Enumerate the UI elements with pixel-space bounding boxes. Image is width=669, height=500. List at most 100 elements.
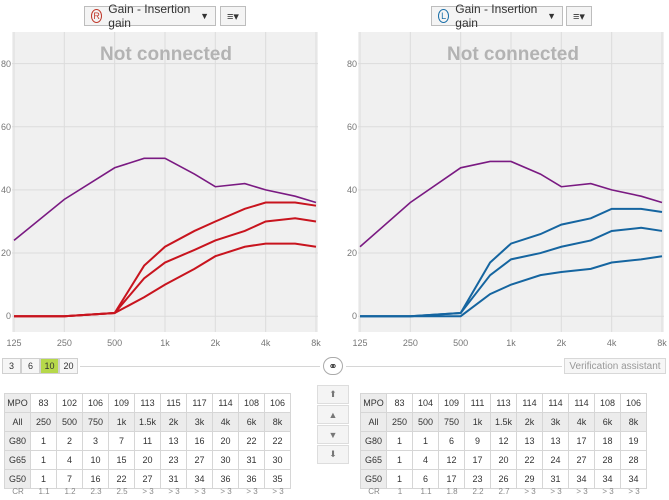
freq-header[interactable]: 3k [186, 412, 213, 432]
table-cell[interactable]: 34 [620, 469, 647, 489]
table-cell[interactable]: 1 [386, 450, 413, 470]
table-cell[interactable]: 16 [186, 431, 213, 451]
freq-header[interactable]: 2k [160, 412, 187, 432]
table-cell[interactable]: 18 [594, 431, 621, 451]
freq-header[interactable]: 1k [464, 412, 491, 432]
table-cell[interactable]: 113 [134, 393, 161, 413]
row-label[interactable]: All [4, 412, 31, 432]
table-cell[interactable]: 13 [160, 431, 187, 451]
table-cell[interactable]: 30 [212, 450, 239, 470]
freq-header[interactable]: 750 [82, 412, 109, 432]
table-cell[interactable]: 23 [160, 450, 187, 470]
table-cell[interactable]: 34 [186, 469, 213, 489]
band-option[interactable]: 6 [21, 358, 40, 374]
freq-header[interactable]: 2k [516, 412, 543, 432]
table-cell[interactable]: 117 [186, 393, 213, 413]
table-cell[interactable]: 1 [30, 450, 57, 470]
table-cell[interactable]: 20 [490, 450, 517, 470]
table-cell[interactable]: 102 [56, 393, 83, 413]
table-cell[interactable]: 7 [56, 469, 83, 489]
table-cell[interactable]: 22 [108, 469, 135, 489]
freq-header[interactable]: 500 [56, 412, 83, 432]
table-cell[interactable]: 1 [386, 431, 413, 451]
freq-header[interactable]: 250 [386, 412, 413, 432]
table-cell[interactable]: 109 [108, 393, 135, 413]
table-cell[interactable]: 106 [264, 393, 291, 413]
arrow-up-max-icon[interactable]: ⬆ [317, 385, 349, 404]
freq-header[interactable]: 1.5k [490, 412, 517, 432]
table-cell[interactable]: 114 [212, 393, 239, 413]
freq-header[interactable]: 1.5k [134, 412, 161, 432]
freq-header[interactable]: 250 [30, 412, 57, 432]
table-cell[interactable]: 36 [238, 469, 265, 489]
row-label[interactable]: G50 [360, 469, 387, 489]
link-icon[interactable]: ⚭ [323, 357, 343, 375]
table-cell[interactable]: 28 [594, 450, 621, 470]
table-cell[interactable]: 35 [264, 469, 291, 489]
table-cell[interactable]: 1 [412, 431, 439, 451]
table-cell[interactable]: 114 [516, 393, 543, 413]
table-cell[interactable]: 83 [386, 393, 413, 413]
table-cell[interactable]: 111 [464, 393, 491, 413]
arrow-up-icon[interactable]: ▲ [317, 405, 349, 424]
freq-header[interactable]: 8k [620, 412, 647, 432]
freq-header[interactable]: 1k [108, 412, 135, 432]
freq-header[interactable]: 6k [238, 412, 265, 432]
table-cell[interactable]: 108 [594, 393, 621, 413]
table-cell[interactable]: 104 [412, 393, 439, 413]
table-cell[interactable]: 114 [568, 393, 595, 413]
left-gain-dropdown[interactable]: L Gain - Insertion gain ▼ [431, 2, 563, 30]
table-cell[interactable]: 113 [490, 393, 517, 413]
table-cell[interactable]: 1 [386, 469, 413, 489]
arrow-down-icon[interactable]: ▼ [317, 425, 349, 444]
table-cell[interactable]: 11 [134, 431, 161, 451]
table-cell[interactable]: 17 [568, 431, 595, 451]
table-cell[interactable]: 34 [594, 469, 621, 489]
table-cell[interactable]: 28 [620, 450, 647, 470]
table-cell[interactable]: 4 [412, 450, 439, 470]
freq-header[interactable]: 6k [594, 412, 621, 432]
table-cell[interactable]: 115 [160, 393, 187, 413]
band-option[interactable]: 3 [2, 358, 21, 374]
right-gain-dropdown[interactable]: R Gain - Insertion gain ▼ [84, 2, 216, 30]
band-option[interactable]: 20 [59, 358, 78, 374]
table-cell[interactable]: 19 [620, 431, 647, 451]
row-label[interactable]: G80 [4, 431, 31, 451]
table-cell[interactable]: 26 [490, 469, 517, 489]
table-cell[interactable]: 83 [30, 393, 57, 413]
table-cell[interactable]: 10 [82, 450, 109, 470]
table-cell[interactable]: 16 [82, 469, 109, 489]
table-cell[interactable]: 4 [56, 450, 83, 470]
table-cell[interactable]: 106 [82, 393, 109, 413]
left-menu-button[interactable]: ≡▾ [566, 6, 592, 26]
table-cell[interactable]: 106 [620, 393, 647, 413]
row-label[interactable]: G50 [4, 469, 31, 489]
row-label[interactable]: G80 [360, 431, 387, 451]
arrow-down-max-icon[interactable]: ⬇ [317, 445, 349, 464]
row-label[interactable]: All [360, 412, 387, 432]
table-cell[interactable]: 17 [464, 450, 491, 470]
table-cell[interactable]: 31 [542, 469, 569, 489]
table-cell[interactable]: 27 [134, 469, 161, 489]
table-cell[interactable]: 17 [438, 469, 465, 489]
band-option-selected[interactable]: 10 [40, 358, 59, 374]
right-menu-button[interactable]: ≡▾ [220, 6, 246, 26]
table-cell[interactable]: 13 [516, 431, 543, 451]
freq-header[interactable]: 500 [412, 412, 439, 432]
table-cell[interactable]: 13 [542, 431, 569, 451]
table-cell[interactable]: 9 [464, 431, 491, 451]
table-cell[interactable]: 7 [108, 431, 135, 451]
table-cell[interactable]: 15 [108, 450, 135, 470]
row-label[interactable]: G65 [360, 450, 387, 470]
table-cell[interactable]: 23 [464, 469, 491, 489]
table-cell[interactable]: 6 [438, 431, 465, 451]
table-cell[interactable]: 22 [516, 450, 543, 470]
table-cell[interactable]: 20 [212, 431, 239, 451]
verification-assistant-button[interactable]: Verification assistant [564, 358, 666, 374]
table-cell[interactable]: 31 [160, 469, 187, 489]
table-cell[interactable]: 12 [438, 450, 465, 470]
table-cell[interactable]: 3 [82, 431, 109, 451]
table-cell[interactable]: 12 [490, 431, 517, 451]
table-cell[interactable]: 114 [542, 393, 569, 413]
freq-header[interactable]: 4k [568, 412, 595, 432]
